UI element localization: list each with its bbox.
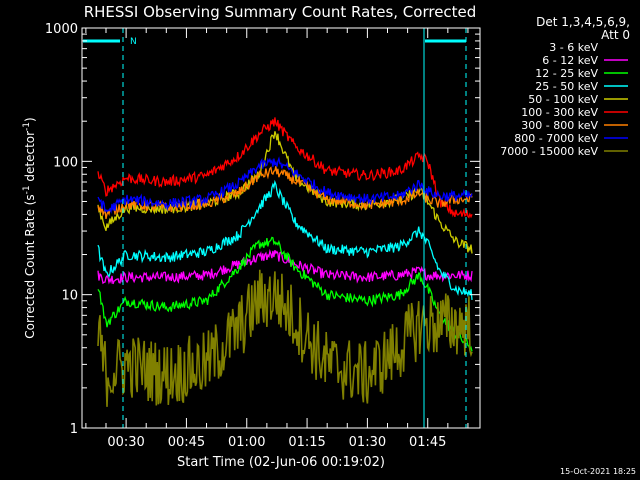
series-line xyxy=(97,269,473,407)
series-line xyxy=(97,236,473,352)
y-axis-label: Corrected Count Rate (s-1 detector-1) xyxy=(22,117,37,338)
y-axis-label-sup: -1 xyxy=(22,185,32,194)
x-tick-label: 01:30 xyxy=(349,435,386,450)
x-tick-label: 01:00 xyxy=(228,435,265,450)
series-line xyxy=(97,156,473,214)
series-layer xyxy=(97,117,473,418)
marker-label: N xyxy=(130,37,137,47)
series-line xyxy=(97,131,473,254)
legend-label: 3 - 6 keV xyxy=(549,41,598,54)
legend-label: 800 - 7000 keV xyxy=(514,132,598,145)
y-axis-label-sup2: -1 xyxy=(22,122,32,131)
legend-label: 12 - 25 keV xyxy=(535,67,598,80)
y-axis-label-main: Corrected Count Rate (s xyxy=(23,194,37,338)
series-line xyxy=(97,248,473,285)
legend-label: 7000 - 15000 keV xyxy=(500,145,598,158)
legend-label: 300 - 800 keV xyxy=(521,119,598,132)
y-tick-label: 10 xyxy=(61,289,78,304)
x-axis-label: Start Time (02-Jun-06 00:19:02) xyxy=(177,455,385,470)
legend-label: 50 - 100 keV xyxy=(528,93,598,106)
footer-date: 15-Oct-2021 18:25 xyxy=(560,467,636,476)
x-tick-label: 00:45 xyxy=(168,435,205,450)
y-tick-label: 1000 xyxy=(45,22,78,37)
x-tick-label: 01:45 xyxy=(409,435,446,450)
chart-title: RHESSI Observing Summary Count Rates, Co… xyxy=(84,3,477,21)
marker-layer: N xyxy=(83,28,467,428)
legend-header-det: Det 1,3,4,5,6,9, xyxy=(536,15,630,29)
y-axis-label-end: ) xyxy=(23,117,37,122)
series-line xyxy=(97,166,473,220)
legend-label: 25 - 50 keV xyxy=(535,80,598,93)
legend-header-att: Att 0 xyxy=(601,28,630,42)
series-line xyxy=(97,179,473,300)
axis-layer: 1 10 100 1000 00:30 00:45 01:00 01:15 01:30 01:45 xyxy=(45,22,480,450)
series-line xyxy=(97,117,473,219)
x-tick-label: 01:15 xyxy=(288,435,325,450)
legend-label: 6 - 12 keV xyxy=(542,54,598,67)
legend-label: 100 - 300 keV xyxy=(521,106,598,119)
x-tick-label: 00:30 xyxy=(107,435,144,450)
y-axis-label-mid: detector xyxy=(23,131,37,186)
y-tick-label: 1 xyxy=(70,422,78,437)
y-tick-label: 100 xyxy=(53,155,78,170)
plot-frame xyxy=(81,27,481,429)
